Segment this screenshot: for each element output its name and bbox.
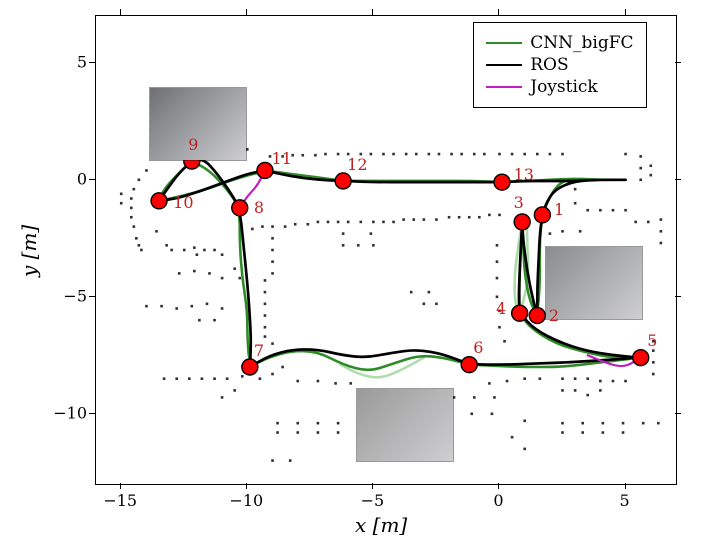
waypoint-5 [633, 350, 649, 366]
legend-label: ROS [530, 55, 568, 75]
legend-swatch [486, 64, 522, 67]
waypoint-label-3: 3 [514, 193, 524, 212]
waypoint-label-4: 4 [496, 299, 506, 318]
legend-label: Joystick [530, 77, 597, 97]
legend-item: ROS [486, 55, 633, 75]
waypoint-1 [534, 207, 550, 223]
xtick-label: −15 [103, 491, 137, 510]
xtick-label: 0 [493, 491, 503, 510]
waypoint-label-9: 9 [188, 135, 198, 154]
waypoint-label-2: 2 [549, 306, 559, 325]
waypoint-label-12: 12 [347, 155, 367, 174]
legend-swatch [486, 42, 522, 45]
waypoint-label-10: 10 [173, 193, 193, 212]
waypoint-8 [232, 200, 248, 216]
x-axis-label: x [m] [355, 513, 407, 537]
waypoint-label-5: 5 [647, 331, 657, 350]
ytick-label: −5 [47, 286, 87, 305]
ytick-label: −10 [47, 403, 87, 422]
waypoint-6 [461, 357, 477, 373]
waypoint-4 [512, 305, 528, 321]
legend-item: Joystick [486, 77, 633, 97]
ytick-label: 0 [47, 169, 87, 188]
photo-middle-right [546, 247, 642, 319]
waypoint-10 [151, 193, 167, 209]
figure-root: x [m] y [m] CNN_bigFCROSJoystick −15 −10 −… [0, 0, 709, 555]
xtick-label: 5 [619, 491, 629, 510]
waypoint-3 [514, 214, 530, 230]
y-axis-label: y [m] [17, 225, 41, 277]
waypoint-7 [242, 359, 258, 375]
waypoint-12 [335, 173, 351, 189]
waypoint-label-11: 11 [272, 149, 292, 168]
waypoint-label-8: 8 [254, 198, 264, 217]
waypoint-label-1: 1 [554, 200, 564, 219]
xtick-label: −5 [361, 491, 385, 510]
waypoint-label-7: 7 [254, 341, 264, 360]
photo-bottom [357, 389, 453, 461]
xtick-label: −10 [229, 491, 263, 510]
waypoint-label-6: 6 [473, 338, 483, 357]
waypoint-2 [529, 308, 545, 324]
waypoint-13 [494, 174, 510, 190]
legend-swatch [486, 86, 522, 89]
ytick-label: 5 [47, 52, 87, 71]
legend-item: CNN_bigFC [486, 33, 633, 53]
legend-box: CNN_bigFCROSJoystick [473, 22, 646, 108]
waypoint-label-13: 13 [514, 165, 534, 184]
legend-label: CNN_bigFC [530, 33, 633, 53]
